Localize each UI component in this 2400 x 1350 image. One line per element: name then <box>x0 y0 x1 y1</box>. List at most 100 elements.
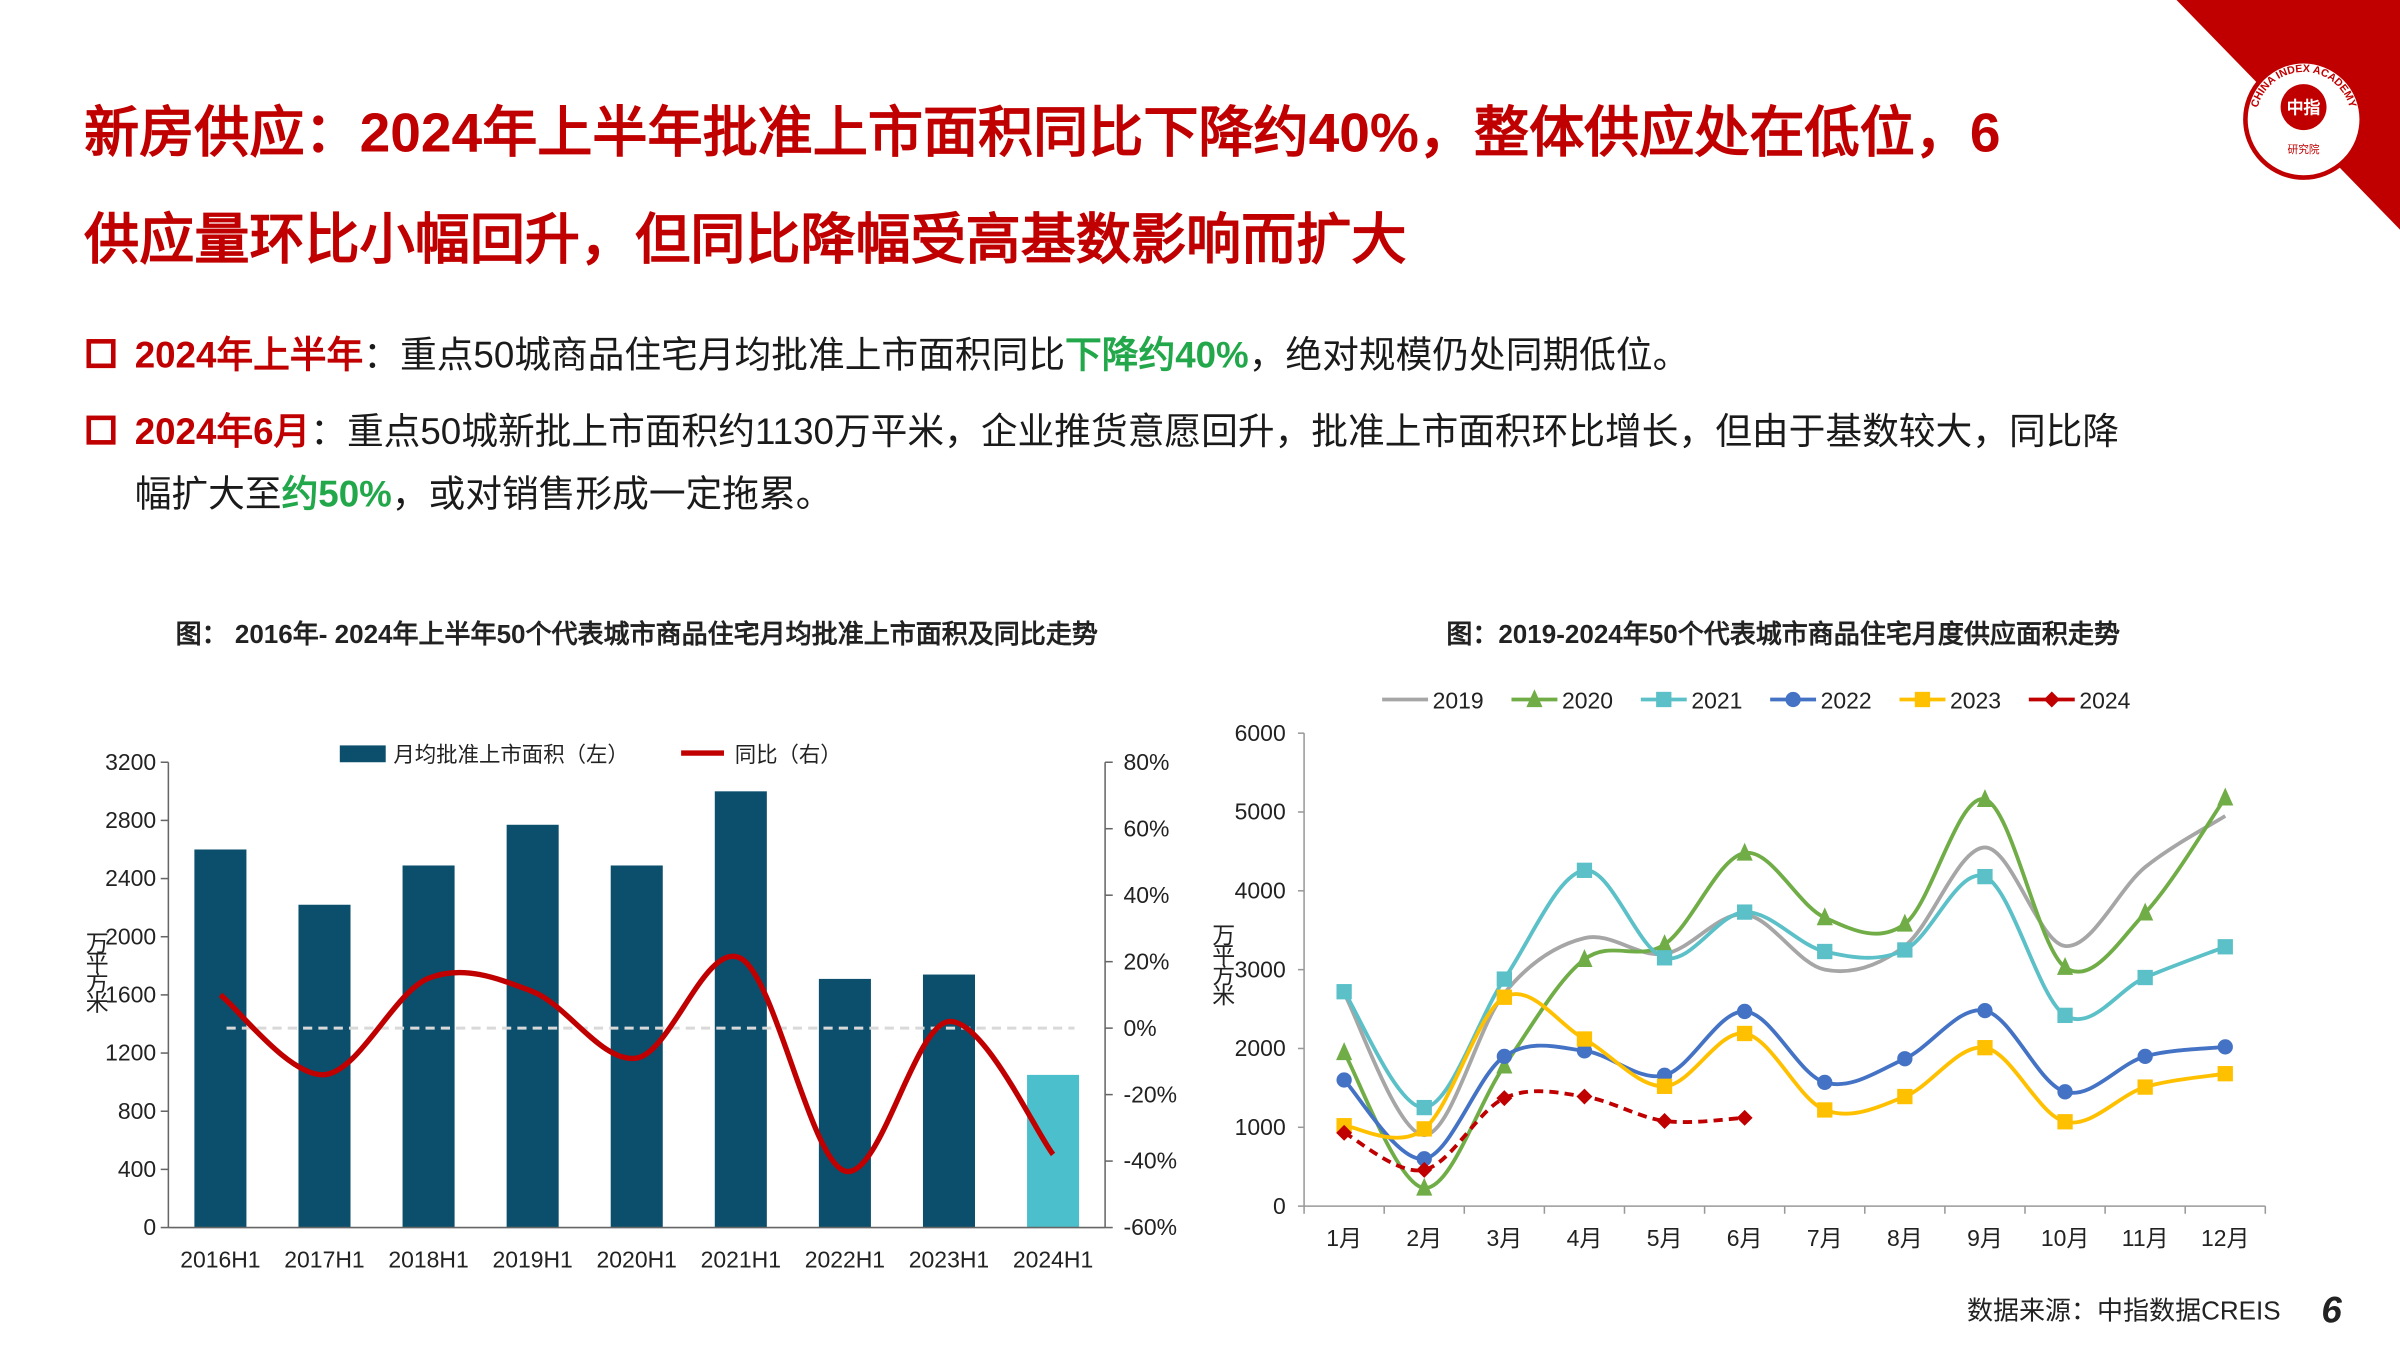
x-tick-label: 1月 <box>1326 1225 1362 1251</box>
legend-label: 2019 <box>1433 688 1484 714</box>
y-tick-label: 800 <box>118 1098 156 1124</box>
line-marker <box>2043 691 2060 708</box>
line-marker <box>1897 1051 1913 1067</box>
y-tick-label: 1600 <box>105 982 156 1008</box>
legend-label: 2022 <box>1821 688 1872 714</box>
page-number: 6 <box>2321 1289 2342 1330</box>
legend-label: 同比（右） <box>735 743 842 767</box>
line-marker <box>2056 956 2074 975</box>
line-marker <box>1576 1088 1593 1105</box>
x-tick-label: 2017H1 <box>284 1246 364 1272</box>
line-marker <box>1656 691 1672 708</box>
line-marker <box>1977 1040 1993 1056</box>
line-marker <box>1656 1078 1673 1094</box>
y-axis-title: 万平方米 <box>1209 923 1235 1006</box>
bar <box>818 978 871 1228</box>
y2-tick-label: -40% <box>1123 1148 1177 1174</box>
x-tick-label: 2024H1 <box>1013 1246 1093 1272</box>
bullet-square <box>86 415 116 445</box>
y-tick-label: 2000 <box>1235 1035 1286 1061</box>
y2-tick-label: -60% <box>1123 1214 1177 1240</box>
y-tick-label: 4000 <box>1235 877 1286 903</box>
x-tick-label: 2023H1 <box>909 1246 989 1272</box>
line-marker <box>1897 1088 1913 1105</box>
x-tick-label: 2021H1 <box>701 1246 781 1272</box>
bullet-segment: 2024年上半年 <box>135 334 364 375</box>
chart-title: 图：2019-2024年50个代表城市商品住宅月度供应面积走势 <box>1446 619 2120 649</box>
line-marker <box>1526 689 1543 708</box>
line-marker <box>1496 1090 1513 1107</box>
slide-title: 供应量环比小幅回升，但同比降幅受高基数影响而扩大 <box>84 209 1406 271</box>
line-marker <box>1736 1003 1753 1020</box>
y-tick-label: 2000 <box>105 923 156 949</box>
line-marker <box>2217 939 2233 955</box>
bullet-square <box>86 339 116 369</box>
bullet-segment: 下降约40% <box>1065 334 1249 375</box>
bullet-text: 2024年上半年：重点50城商品住宅月均批准上市面积同比下降约40%，绝对规模仍… <box>135 334 1690 375</box>
y-tick-label: 400 <box>118 1156 156 1182</box>
line-marker <box>2217 1039 2233 1055</box>
line-marker <box>1656 950 1673 966</box>
y-tick-label: 2400 <box>105 865 156 891</box>
legend-label: 月均批准上市面积（左） <box>393 743 628 767</box>
line-marker <box>1736 904 1753 920</box>
line-marker <box>1817 943 1833 960</box>
line-marker <box>1416 1121 1432 1137</box>
line-marker <box>2137 969 2153 986</box>
bullet-segment: ，或对销售形成一定拖累。 <box>392 474 833 515</box>
x-tick-label: 3月 <box>1486 1225 1522 1251</box>
line-marker <box>1496 1055 1513 1074</box>
line-marker <box>2057 1084 2073 1100</box>
line-marker <box>2057 1007 2073 1024</box>
legend-label: 2020 <box>1562 688 1613 714</box>
line-marker <box>1656 1113 1673 1129</box>
line-marker <box>1977 868 1993 885</box>
x-tick-label: 7月 <box>1807 1225 1843 1251</box>
bar <box>714 791 767 1228</box>
bullet-text: 幅扩大至约50%，或对销售形成一定拖累。 <box>135 474 833 515</box>
x-tick-label: 9月 <box>1967 1225 2003 1251</box>
x-tick-label: 5月 <box>1647 1225 1683 1251</box>
y-tick-label: 6000 <box>1235 720 1286 746</box>
x-tick-label: 2019H1 <box>492 1246 572 1272</box>
y2-tick-label: 40% <box>1123 882 1169 908</box>
y2-tick-label: -20% <box>1123 1081 1177 1107</box>
bar <box>194 849 247 1228</box>
legend-label: 2023 <box>1950 688 2001 714</box>
line-marker <box>1736 1025 1753 1042</box>
line-marker <box>1336 1042 1353 1061</box>
line-marker <box>1496 989 1512 1005</box>
line-marker <box>2137 1079 2153 1095</box>
logo-bottom: 研究院 <box>2288 143 2320 156</box>
bullet-text: 2024年6月：重点50城新批上市面积约1130万平米，企业推货意愿回升，批准上… <box>135 411 2119 452</box>
y-tick-label: 1200 <box>105 1040 156 1066</box>
source-note: 数据来源：中指数据CREIS <box>1967 1295 2281 1325</box>
logo-badge <box>2280 84 2327 131</box>
line-marker <box>1977 1002 1993 1019</box>
line-marker <box>1896 913 1913 932</box>
y-tick-label: 3200 <box>105 749 156 775</box>
y2-tick-label: 0% <box>1123 1015 1156 1041</box>
legend-label: 2024 <box>2079 688 2130 714</box>
line-marker <box>1416 1099 1432 1116</box>
line-marker <box>1336 984 1352 1000</box>
bullet-segment: 约50% <box>282 474 392 515</box>
line-marker <box>1817 1102 1833 1118</box>
line-marker <box>1416 1161 1433 1178</box>
y-tick-label: 3000 <box>1235 956 1286 982</box>
x-tick-label: 2018H1 <box>388 1246 468 1272</box>
y-tick-label: 1000 <box>1235 1114 1286 1140</box>
legend-swatch <box>339 745 386 763</box>
y-axis-title: 万平方米 <box>82 931 108 1014</box>
x-tick-label: 2020H1 <box>597 1246 677 1272</box>
bar <box>922 974 975 1228</box>
line-marker <box>1496 971 1512 987</box>
bullet-segment: ，绝对规模仍处同期低位。 <box>1249 334 1690 375</box>
line-marker <box>1897 942 1913 958</box>
line-marker <box>2137 902 2154 921</box>
x-tick-label: 11月 <box>2122 1225 2169 1251</box>
x-tick-label: 8月 <box>1887 1225 1923 1251</box>
line-marker <box>1576 1031 1593 1047</box>
